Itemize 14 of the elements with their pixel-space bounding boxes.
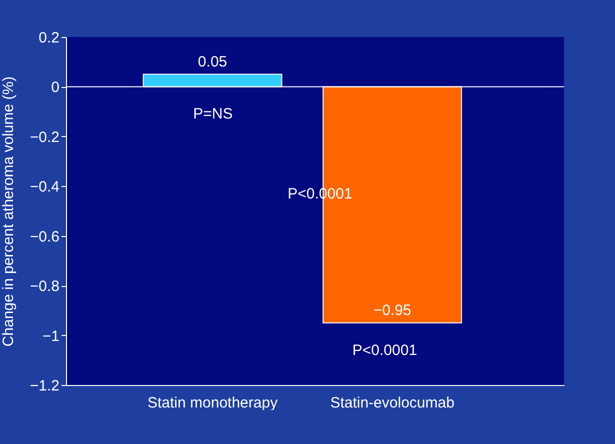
y-tick-label: 0: [51, 79, 60, 96]
y-axis-title: Change in percent atheroma volume (%): [0, 76, 17, 347]
y-tick-label: −0.4: [30, 178, 60, 196]
data-label: −0.95: [373, 302, 412, 319]
y-tick-label: −1: [42, 328, 60, 345]
annotation: P<0.0001: [352, 342, 418, 360]
y-tick-label: −1.2: [30, 378, 60, 394]
y-tick-label: −0.2: [30, 128, 60, 146]
data-label: 0.05: [198, 53, 228, 70]
annotation: P=NS: [193, 106, 233, 123]
y-tick-label: 0.2: [38, 30, 60, 46]
y-tick-label: −0.6: [30, 228, 60, 246]
x-tick-label: Statin-evolocumab: [330, 394, 454, 412]
y-tick-label: −0.8: [30, 278, 60, 296]
